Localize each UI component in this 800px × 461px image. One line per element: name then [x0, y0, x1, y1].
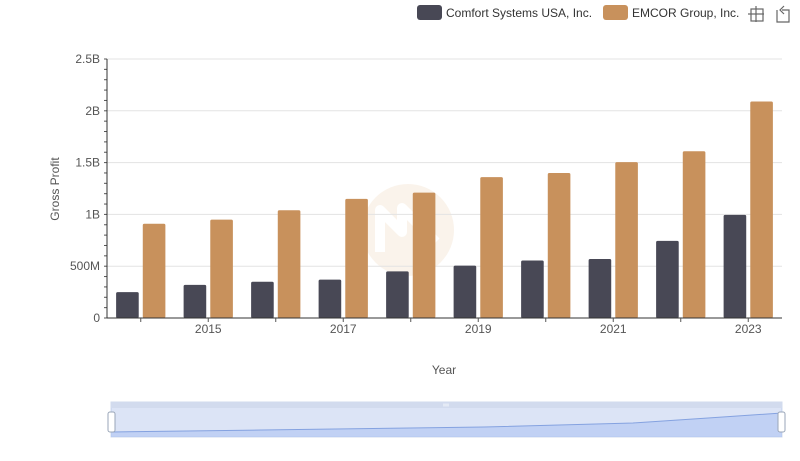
bar-comfort-systems-2021[interactable] — [588, 258, 612, 318]
legend-swatch-emcor — [603, 5, 628, 20]
bar-emcor-2022[interactable] — [682, 151, 706, 318]
bar-comfort-systems-2018[interactable] — [386, 271, 409, 318]
slider-handle-right[interactable] — [777, 411, 786, 433]
bar-emcor-2023[interactable] — [750, 101, 773, 318]
bar-emcor-2021[interactable] — [615, 162, 638, 318]
zoom-select-icon[interactable] — [748, 6, 764, 22]
slider-overview-line — [110, 412, 783, 433]
bar-emcor-2019[interactable] — [480, 177, 503, 318]
bar-comfort-systems-2019[interactable] — [453, 265, 477, 318]
bar-comfort-systems-2022[interactable] — [656, 240, 679, 318]
y-tick-label: 1.5B — [75, 156, 100, 170]
bar-emcor-2020[interactable] — [547, 172, 571, 318]
legend: Comfort Systems USA, Inc. EMCOR Group, I… — [417, 5, 739, 20]
x-tick-label: 2015 — [195, 322, 222, 336]
x-tick-label: 2021 — [600, 322, 627, 336]
bar-comfort-systems-2016[interactable] — [251, 281, 274, 318]
x-tick-label: 2017 — [330, 322, 357, 336]
bar-comfort-systems-2014[interactable] — [116, 292, 139, 318]
bar-emcor-2017[interactable] — [345, 198, 368, 318]
zoom-reset-icon[interactable] — [776, 5, 790, 23]
x-axis-label: Year — [432, 363, 456, 377]
legend-swatch-comfort-systems — [417, 5, 442, 20]
slider-overview-area — [111, 413, 782, 437]
bar-emcor-2016[interactable] — [277, 210, 301, 318]
y-tick-label: 2.5B — [75, 52, 100, 66]
legend-label-emcor: EMCOR Group, Inc. — [632, 6, 739, 20]
legend-label-comfort-systems: Comfort Systems USA, Inc. — [446, 6, 592, 20]
bar-emcor-2014[interactable] — [142, 223, 166, 318]
x-axis: 2015 2017 2019 2021 2023 — [107, 317, 782, 336]
legend-item-comfort-systems[interactable]: Comfort Systems USA, Inc. — [417, 5, 592, 20]
bar-emcor-2015[interactable] — [210, 219, 233, 318]
y-tick-label: 1B — [85, 207, 100, 221]
y-tick-label: 500M — [70, 259, 100, 273]
bars — [116, 101, 773, 318]
x-tick-label: 2019 — [465, 322, 492, 336]
bar-comfort-systems-2020[interactable] — [521, 260, 544, 318]
y-axis-label: Gross Profit — [48, 157, 62, 221]
slider-grip-icon — [443, 403, 449, 407]
y-axis: 0 500M 1B 1.5B 2B 2.5B — [70, 52, 108, 325]
x-tick-label: 2023 — [735, 322, 762, 336]
bar-comfort-systems-2017[interactable] — [318, 279, 342, 318]
bar-comfort-systems-2023[interactable] — [723, 214, 747, 318]
legend-item-emcor[interactable]: EMCOR Group, Inc. — [603, 5, 739, 20]
data-zoom-slider[interactable] — [107, 401, 786, 438]
slider-top-bar[interactable] — [111, 402, 782, 408]
slider-handle-left[interactable] — [107, 411, 116, 433]
bar-comfort-systems-2015[interactable] — [183, 284, 207, 318]
y-tick-label: 2B — [85, 104, 100, 118]
bar-emcor-2018[interactable] — [412, 192, 436, 318]
watermark-logo — [362, 184, 454, 276]
y-tick-label: 0 — [93, 311, 100, 325]
